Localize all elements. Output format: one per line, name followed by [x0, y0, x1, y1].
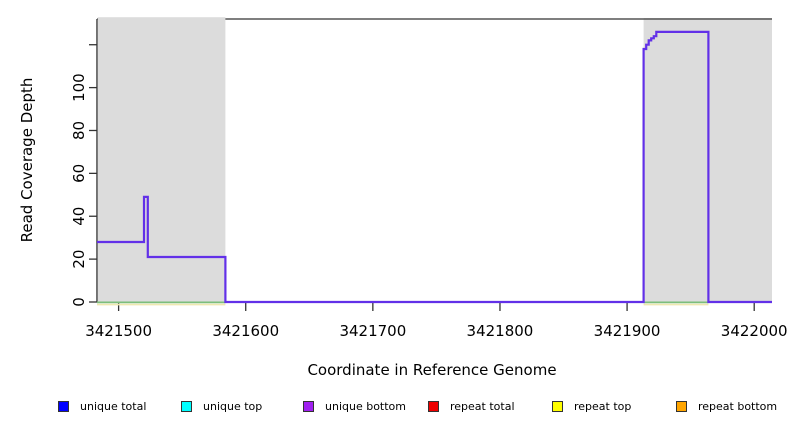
x-tick-label: 3421800 — [467, 322, 534, 340]
legend-label-unique-bottom: unique bottom — [325, 399, 407, 413]
legend-label-repeat-top: repeat top — [574, 399, 632, 413]
legend-item-unique-top: unique top — [181, 398, 262, 414]
y-tick-label: 0 — [70, 297, 88, 307]
coverage-plot: 3421500 3421600 3421700 3421800 3421900 34220… — [70, 17, 788, 340]
unique-total-swatch — [58, 400, 69, 412]
unique-top-swatch — [181, 400, 192, 412]
x-axis-title: Coordinate in Reference Genome — [307, 361, 557, 379]
unique-bottom-swatch — [303, 400, 314, 412]
y-tick-label: 60 — [70, 164, 88, 183]
x-tick-label: 3421700 — [339, 322, 406, 340]
legend-label-unique-top: unique top — [203, 399, 263, 413]
coverage-line — [97, 30, 772, 304]
legend: unique total unique top unique bottom re… — [0, 398, 792, 416]
y-tick-label: 20 — [70, 250, 88, 269]
legend-item-repeat-bottom: repeat bottom — [676, 398, 777, 414]
x-tick-label: 3421600 — [212, 322, 279, 340]
y-axis-title: Read Coverage Depth — [18, 77, 36, 243]
y-tick-label: 100 — [70, 73, 88, 102]
legend-item-unique-total: unique total — [58, 398, 146, 414]
x-tick-label: 3421500 — [85, 322, 152, 340]
y-tick-label: 40 — [70, 207, 88, 226]
legend-label-repeat-total: repeat total — [450, 399, 515, 413]
shaded-region-left — [97, 17, 226, 303]
repeat-total-swatch — [428, 400, 439, 412]
legend-item-unique-bottom: unique bottom — [303, 398, 406, 414]
legend-label-unique-total: unique total — [80, 399, 147, 413]
legend-label-repeat-bottom: repeat bottom — [698, 399, 778, 413]
x-tick-label: 3421900 — [594, 322, 661, 340]
y-tick-label: 80 — [70, 121, 88, 140]
legend-item-repeat-top: repeat top — [552, 398, 631, 414]
repeat-bottom-swatch — [676, 400, 687, 412]
repeat-top-swatch — [552, 400, 563, 412]
x-tick-label: 3422000 — [721, 322, 788, 340]
legend-item-repeat-total: repeat total — [428, 398, 515, 414]
